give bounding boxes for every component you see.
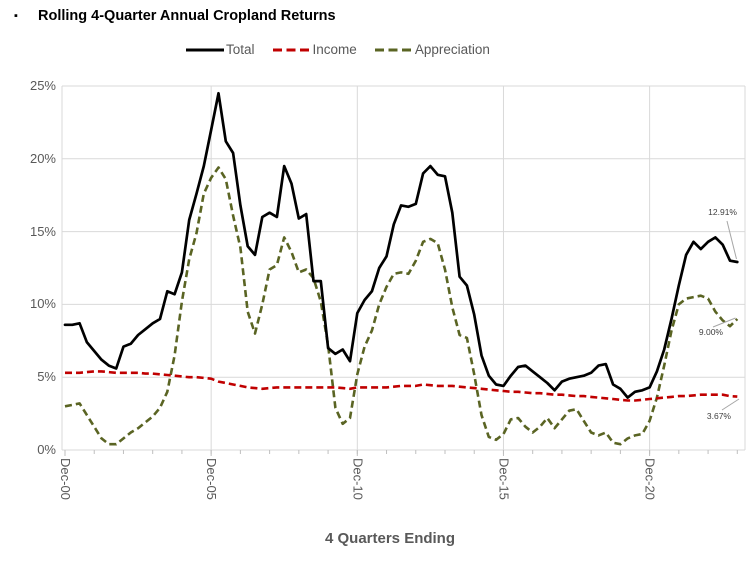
x-tick-label: Dec-00 [58, 458, 73, 500]
y-tick-label: 20% [29, 150, 56, 166]
legend-label-appreciation: Appreciation [414, 42, 490, 57]
end-label-total: 12.91% [708, 207, 737, 217]
legend-item-total: Total [186, 42, 255, 57]
series-line-total [63, 91, 739, 399]
legend-item-income: Income [272, 42, 357, 57]
y-tick-label: 25% [29, 78, 56, 93]
legend: Total Income Appreciation [186, 42, 490, 57]
legend-label-income: Income [312, 42, 357, 57]
legend-item-appreciation: Appreciation [374, 42, 490, 57]
end-label-appreciation: 9.00% [698, 327, 723, 337]
legend-swatch-income [272, 48, 311, 51]
series-line-income [65, 370, 738, 402]
legend-swatch-appreciation [374, 48, 413, 51]
leader-line-total [726, 220, 737, 260]
x-axis-title: 4 Quarters Ending [324, 530, 456, 547]
chart-title: Rolling 4-Quarter Annual Cropland Return… [38, 8, 336, 24]
y-tick-label: 10% [29, 296, 56, 312]
series-line-appreciation [64, 166, 739, 446]
leader-line-appreciation [712, 317, 736, 328]
legend-swatch-total [186, 48, 224, 51]
title-row: ▪ Rolling 4-Quarter Annual Cropland Retu… [0, 8, 754, 30]
leader-line-income [721, 398, 740, 411]
y-tick-label: 5% [37, 369, 56, 385]
y-tick-label: 0% [37, 442, 56, 457]
x-tick-label: Dec-20 [642, 458, 658, 500]
square-bullet-icon: ▪ [14, 10, 18, 22]
y-tick-label: 15% [29, 223, 56, 239]
x-tick-label: Dec-15 [496, 458, 512, 500]
x-tick-label: Dec-10 [350, 458, 366, 500]
end-label-income: 3.67% [706, 411, 731, 421]
legend-label-total: Total [226, 42, 255, 57]
x-tick-label: Dec-05 [204, 458, 220, 500]
